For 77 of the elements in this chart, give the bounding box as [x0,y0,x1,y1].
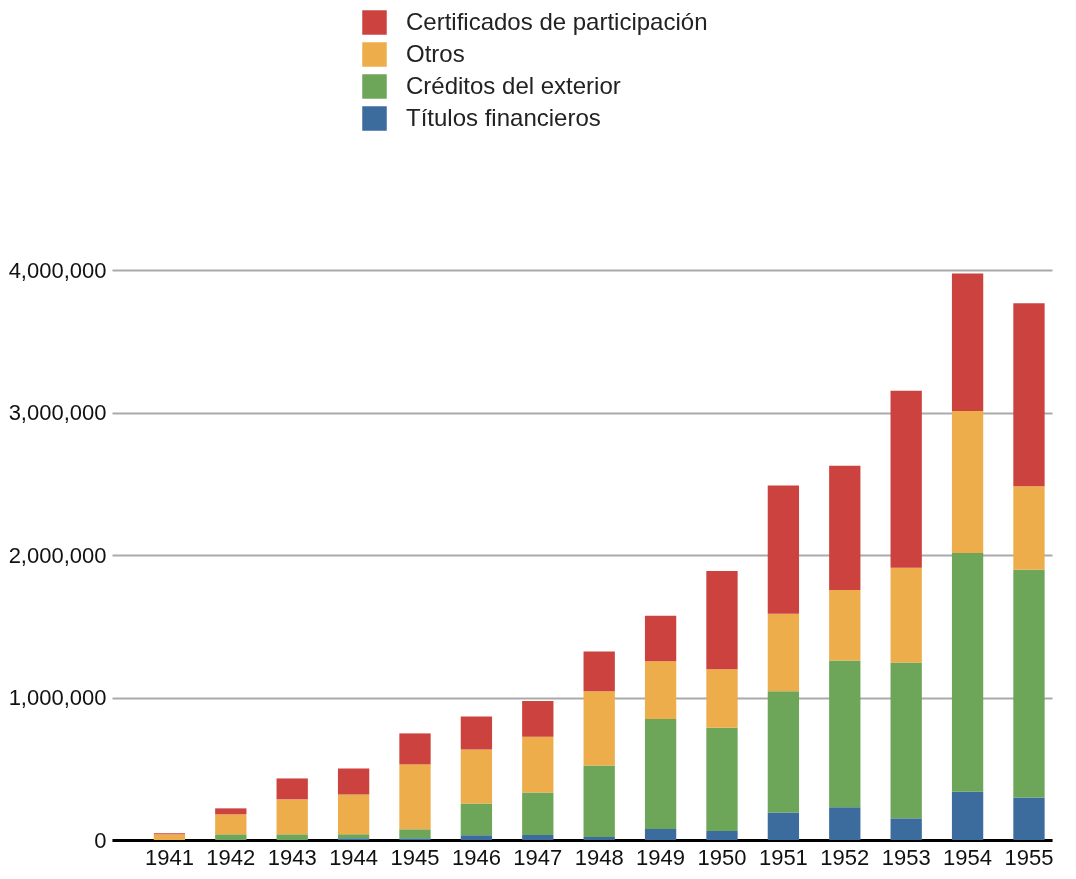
x-tick-label: 1949 [636,844,686,870]
bar [337,768,370,795]
bar [276,778,308,800]
bar [767,691,800,813]
bar [583,651,615,692]
bar [522,835,554,840]
x-tick-label: 1947 [513,844,563,870]
x-tick-label: 1954 [943,844,993,870]
x-tick-label: 1953 [881,844,931,870]
bar [890,567,922,663]
bar [1013,569,1045,798]
bar [951,273,984,411]
bar [399,829,431,839]
x-tick-label: 1945 [390,844,440,870]
y-tick-label: 4,000,000 [8,257,107,283]
x-tick-label: 1952 [820,844,870,870]
bar [767,485,800,614]
bar [951,553,984,792]
bar [337,834,370,839]
bar [215,814,247,835]
bar [706,570,738,670]
y-tick-label: 3,000,000 [8,400,107,425]
bar [644,615,677,662]
bar [890,818,922,840]
x-tick-label: 1951 [758,844,808,870]
bar [215,808,247,815]
legend-label: Créditos del exterior [406,71,621,99]
bar [644,718,677,830]
bar [583,691,615,766]
bar [829,660,861,808]
bar [460,835,493,840]
x-tick-label: 1943 [267,844,317,870]
y-tick-label: 1,000,000 [8,685,107,710]
x-tick-label: 1941 [144,844,194,870]
bar [767,812,800,840]
y-tick-label: 0 [94,827,107,853]
bar [522,736,554,793]
bar [337,794,370,835]
x-tick-label: 1944 [329,844,379,870]
legend-label: Certificados de participación [406,7,708,35]
bar [1013,486,1045,570]
bar [644,829,677,840]
bar [644,661,677,719]
legend-label: Otros [406,39,465,67]
x-tick-label: 1942 [206,844,256,870]
bar [522,701,554,737]
bar [399,764,431,830]
bar [583,837,615,840]
bar [890,390,922,568]
bar [460,716,493,750]
bar [767,613,800,692]
x-tick-label: 1946 [451,844,501,870]
x-tick-label: 1950 [697,844,747,870]
bar [829,807,861,840]
y-tick-label: 2,000,000 [8,542,107,568]
bar [706,831,738,840]
bar [153,834,186,840]
bar [276,834,308,840]
bar [583,765,615,838]
bar [460,803,493,836]
bar [276,799,308,835]
legend-label: Títulos financieros [406,103,601,131]
bar [1013,797,1045,840]
bar [399,733,431,765]
bar [951,410,984,554]
bar [829,589,861,661]
bar [706,669,738,728]
bar [951,791,984,840]
x-tick-label: 1955 [1004,844,1054,870]
bar [890,662,922,819]
bar [829,465,861,590]
bar [522,792,554,836]
bar [1013,303,1045,487]
bar [215,834,247,840]
bar [706,727,738,832]
x-tick-label: 1948 [574,844,624,870]
bar [460,749,493,804]
